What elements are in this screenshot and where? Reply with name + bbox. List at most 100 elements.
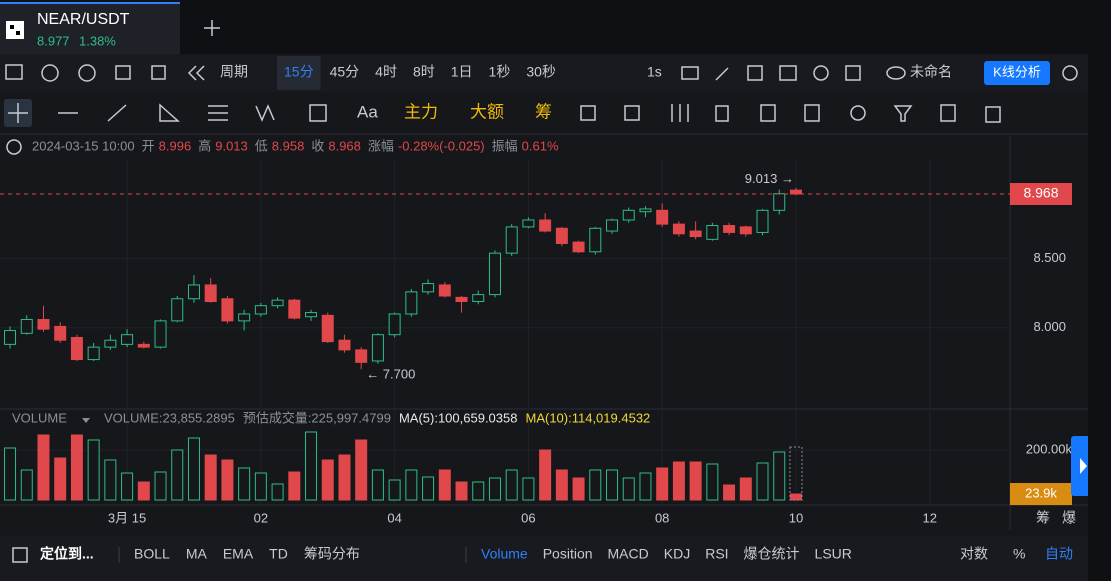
icon[interactable]: [850, 105, 866, 121]
main-indicator[interactable]: TD: [269, 546, 288, 562]
icon[interactable]: [715, 67, 729, 81]
layout-name[interactable]: 未命名: [910, 64, 952, 80]
icon[interactable]: [12, 547, 28, 563]
icon[interactable]: [8, 103, 28, 123]
icon[interactable]: [115, 65, 131, 80]
main-indicator[interactable]: BOLL: [134, 546, 170, 562]
volume-stat: MA(10):114,019.4532: [525, 410, 650, 425]
volume-bar: [639, 472, 652, 501]
y2-tick-label: 200.00k: [1026, 441, 1073, 456]
volume-bar: [104, 459, 117, 501]
icon[interactable]: [760, 104, 776, 122]
drawing-item[interactable]: 主力: [404, 102, 438, 121]
candle-body: [154, 320, 167, 348]
icon[interactable]: [747, 65, 763, 81]
axis-side-label[interactable]: 爆: [1062, 510, 1076, 526]
locate[interactable]: 定位到...: [40, 546, 94, 562]
icon[interactable]: [309, 104, 327, 122]
logo-dot: [10, 25, 14, 29]
seconds-button[interactable]: 1s: [647, 64, 662, 80]
drawing-item[interactable]: 大额: [470, 102, 504, 121]
candle-body: [355, 349, 368, 363]
icon[interactable]: [5, 64, 23, 80]
icon[interactable]: [845, 65, 861, 81]
icon[interactable]: [886, 66, 906, 80]
volume-bar: [522, 477, 535, 501]
icon[interactable]: [985, 106, 1001, 123]
sub-indicator[interactable]: KDJ: [664, 546, 690, 562]
period-label[interactable]: 周期: [220, 64, 248, 80]
sub-indicator[interactable]: Position: [543, 546, 593, 562]
x-tick-label: 3月 15: [108, 510, 146, 525]
icon[interactable]: [187, 65, 205, 81]
candle-body: [455, 296, 468, 303]
interval[interactable]: 4时: [375, 64, 397, 80]
tool-icons: [580, 104, 1001, 123]
volume-bar: [589, 469, 602, 501]
icon[interactable]: [151, 65, 166, 80]
icon[interactable]: [255, 104, 275, 122]
collapse[interactable]: [6, 139, 22, 155]
candle-body: [773, 193, 786, 211]
option[interactable]: 对数: [960, 546, 988, 562]
icon[interactable]: [813, 65, 829, 81]
tab-indicator: [0, 2, 180, 4]
interval[interactable]: 1秒: [489, 64, 511, 80]
drawing-item[interactable]: Aa: [357, 102, 378, 121]
pair-tab[interactable]: [0, 2, 180, 54]
volume-menu[interactable]: [82, 418, 90, 423]
icon[interactable]: [208, 105, 228, 121]
interval[interactable]: 1日: [451, 64, 473, 80]
field-label: 开: [142, 138, 155, 153]
sub-indicator[interactable]: 爆仓统计: [744, 546, 800, 562]
volume-bar: [555, 469, 568, 501]
volume-bar: [455, 481, 468, 501]
icon[interactable]: [78, 64, 96, 82]
field-value: 8.958: [272, 138, 305, 153]
candle-body: [321, 314, 334, 343]
volume-name: VOLUME: [12, 410, 67, 425]
volume-bar: [505, 469, 518, 501]
icon[interactable]: [159, 103, 180, 122]
sub-indicator[interactable]: LSUR: [815, 546, 852, 562]
main-indicator[interactable]: MA: [186, 546, 208, 562]
sub-indicator[interactable]: Volume: [481, 546, 528, 562]
interval[interactable]: 45分: [330, 64, 360, 80]
add-tab[interactable]: [204, 20, 220, 36]
sub-indicator[interactable]: RSI: [705, 546, 728, 562]
icon[interactable]: [624, 105, 640, 121]
icon[interactable]: [107, 104, 127, 122]
icon[interactable]: [715, 105, 729, 122]
volume-bar: [54, 457, 67, 501]
interval[interactable]: 30秒: [526, 64, 556, 80]
icon[interactable]: [804, 104, 820, 122]
icon[interactable]: [671, 104, 689, 122]
icon[interactable]: [580, 105, 596, 121]
sub-indicator[interactable]: MACD: [608, 546, 649, 562]
volume-header: VOLUME VOLUME:23,855.2895 预估成交量:225,997.47…: [12, 410, 650, 425]
candle-body: [422, 283, 435, 293]
x-tick-label: 02: [254, 510, 268, 525]
icon[interactable]: [940, 104, 956, 122]
volume-bar: [305, 431, 318, 501]
icon[interactable]: [681, 66, 699, 80]
candle-body: [706, 225, 719, 240]
share[interactable]: [1062, 65, 1078, 81]
main-indicator[interactable]: 筹码分布: [304, 546, 360, 562]
volume-bar: [422, 476, 435, 501]
interval[interactable]: 8时: [413, 64, 435, 80]
analysis-button[interactable]: [984, 61, 1050, 85]
interval[interactable]: 15分: [284, 64, 314, 80]
volume-bar: [773, 451, 786, 501]
axis-side-label[interactable]: 筹: [1036, 510, 1050, 526]
interval-group: 15分 45分 4时 8时 1日 1秒 30秒: [277, 56, 556, 90]
icon[interactable]: [779, 65, 797, 81]
option[interactable]: %: [1013, 546, 1025, 562]
icon[interactable]: [893, 105, 913, 122]
icon[interactable]: [41, 64, 59, 82]
drawing-item[interactable]: 筹: [535, 102, 552, 121]
main-indicator[interactable]: EMA: [223, 546, 254, 562]
option[interactable]: 自动: [1045, 546, 1073, 562]
volume-stat: 预估成交量:225,997.4799: [243, 410, 391, 425]
